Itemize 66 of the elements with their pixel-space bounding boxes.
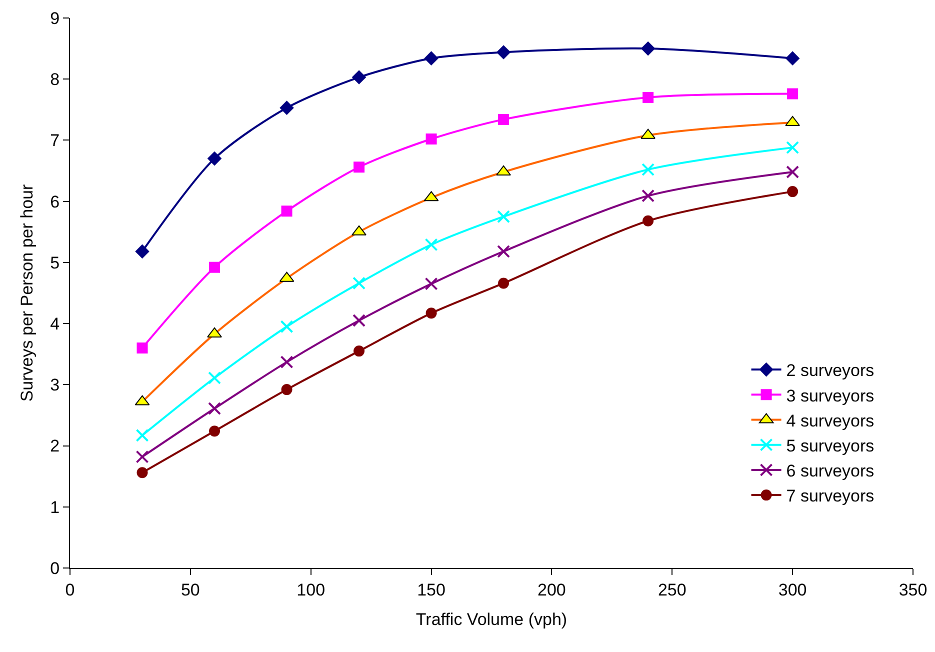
point	[642, 163, 655, 176]
point	[498, 278, 510, 289]
point	[280, 100, 294, 115]
point	[281, 384, 292, 396]
legend-label: 5 surveyors	[786, 436, 874, 456]
x-tick-label: 300	[778, 580, 807, 600]
point	[208, 371, 222, 384]
y-tick-label: 1	[50, 498, 60, 517]
point	[135, 244, 150, 259]
point	[424, 51, 438, 66]
point	[209, 262, 220, 273]
point	[498, 114, 510, 125]
point	[496, 45, 511, 60]
y-tick-label: 6	[50, 192, 60, 212]
x-tick-label: 350	[898, 580, 928, 600]
x-tick-label: 100	[296, 580, 326, 600]
point	[424, 238, 438, 252]
legend-label: 3 surveyors	[786, 386, 874, 406]
point	[642, 215, 654, 226]
point	[497, 210, 510, 224]
point	[281, 206, 292, 217]
point	[497, 244, 510, 258]
point	[786, 166, 800, 178]
point	[352, 314, 366, 327]
point	[352, 70, 366, 84]
y-tick-label: 7	[50, 131, 60, 150]
x-tick-label: 200	[538, 580, 566, 600]
y-tick-label: 5	[50, 253, 60, 272]
point	[209, 426, 220, 437]
point	[280, 356, 294, 369]
point	[642, 189, 655, 202]
y-tick-label: 0	[50, 558, 60, 578]
point	[352, 276, 366, 290]
y-tick-label: 9	[50, 8, 60, 28]
y-tick-label: 3	[50, 376, 60, 395]
point	[136, 428, 149, 442]
x-tick-label: 50	[180, 580, 200, 600]
point	[354, 346, 365, 357]
point	[354, 162, 365, 173]
point	[426, 134, 437, 144]
point	[786, 141, 800, 154]
legend-label: 4 surveyors	[786, 411, 874, 430]
x-tick-label: 150	[417, 580, 446, 600]
y-tick-label: 4	[50, 314, 60, 334]
legend-label: 6 surveyors	[786, 462, 874, 481]
point	[642, 92, 654, 103]
point	[787, 186, 798, 198]
x-tick-label: 0	[65, 580, 75, 600]
y-axis-title: Surveys per Person per hour	[18, 184, 37, 402]
y-tick-label: 8	[50, 70, 60, 90]
point	[280, 320, 294, 334]
point	[207, 151, 222, 166]
point	[136, 342, 148, 354]
point	[785, 51, 800, 66]
point	[426, 308, 437, 319]
x-tick-label: 250	[658, 580, 686, 600]
point	[424, 277, 438, 290]
point	[640, 41, 656, 56]
point	[208, 402, 222, 415]
y-tick-label: 2	[50, 436, 60, 456]
legend-label: 7 surveyors	[786, 486, 874, 506]
point	[136, 467, 148, 478]
legend-label: 2 surveyors	[786, 361, 874, 380]
point	[787, 88, 798, 100]
point	[136, 450, 149, 464]
x-axis-title: Traffic Volume (vph)	[416, 610, 568, 629]
